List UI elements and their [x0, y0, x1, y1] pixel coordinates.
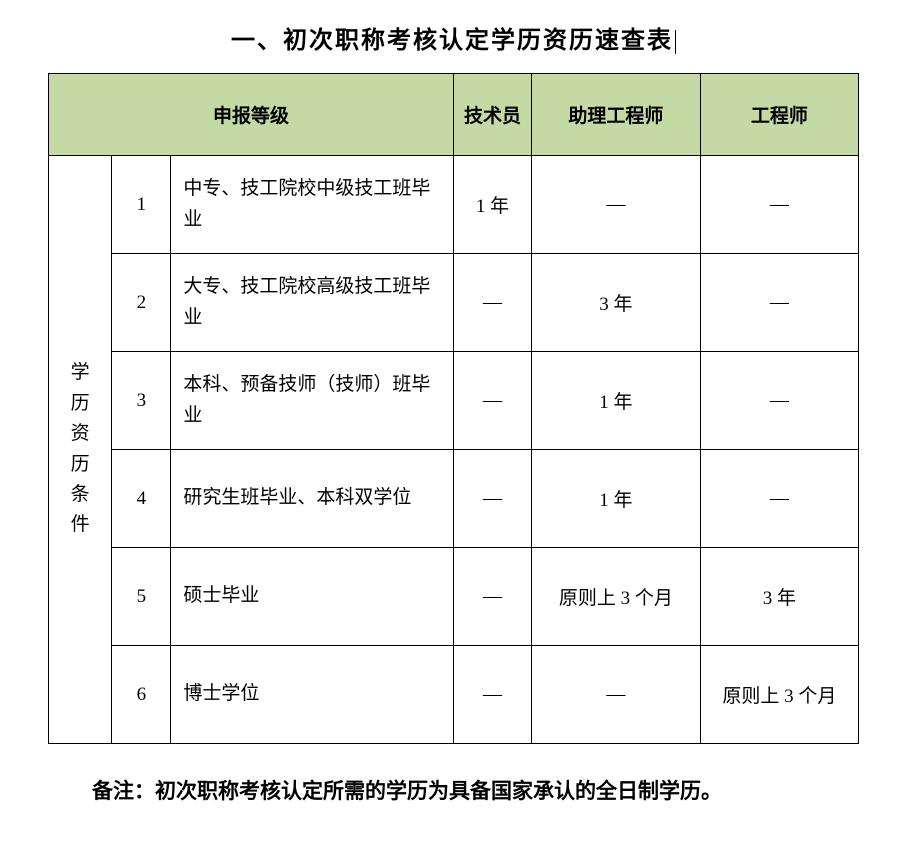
row-desc: 研究生班毕业、本科双学位: [171, 450, 454, 548]
row-eng: 原则上 3 个月: [700, 646, 858, 744]
row-tech: 1 年: [454, 156, 532, 254]
row-tech: —: [454, 646, 532, 744]
table-row: 3 本科、预备技师（技师）班毕业 — 1 年 —: [49, 352, 859, 450]
row-assist: —: [532, 156, 701, 254]
row-desc: 硕士毕业: [171, 548, 454, 646]
row-tech: —: [454, 450, 532, 548]
table-row: 6 博士学位 — — 原则上 3 个月: [49, 646, 859, 744]
footnote: 备注：初次职称考核认定所需的学历为具备国家承认的全日制学历。: [48, 772, 859, 812]
row-eng: —: [700, 352, 858, 450]
row-eng: —: [700, 156, 858, 254]
lookup-table: 申报等级 技术员 助理工程师 工程师 学历资历条件 1 中专、技工院校中级技工班…: [48, 73, 859, 744]
row-desc: 中专、技工院校中级技工班毕业: [171, 156, 454, 254]
table-row: 4 研究生班毕业、本科双学位 — 1 年 —: [49, 450, 859, 548]
row-tech: —: [454, 254, 532, 352]
row-desc: 博士学位: [171, 646, 454, 744]
table-row: 2 大专、技工院校高级技工班毕业 — 3 年 —: [49, 254, 859, 352]
header-engineer: 工程师: [700, 74, 858, 156]
rowgroup-label-text: 学历资历条件: [71, 358, 90, 540]
row-desc: 大专、技工院校高级技工班毕业: [171, 254, 454, 352]
header-assistant-engineer: 助理工程师: [532, 74, 701, 156]
row-assist: —: [532, 646, 701, 744]
row-index: 4: [112, 450, 171, 548]
text-cursor: [675, 30, 676, 54]
row-desc: 本科、预备技师（技师）班毕业: [171, 352, 454, 450]
table-row: 5 硕士毕业 — 原则上 3 个月 3 年: [49, 548, 859, 646]
row-index: 6: [112, 646, 171, 744]
row-assist: 1 年: [532, 450, 701, 548]
page-title: 一、初次职称考核认定学历资历速查表: [48, 20, 859, 55]
table-row: 学历资历条件 1 中专、技工院校中级技工班毕业 1 年 — —: [49, 156, 859, 254]
title-text: 一、初次职称考核认定学历资历速查表: [231, 28, 673, 54]
row-tech: —: [454, 352, 532, 450]
row-index: 1: [112, 156, 171, 254]
rowgroup-label: 学历资历条件: [49, 156, 112, 744]
row-index: 5: [112, 548, 171, 646]
row-eng: 3 年: [700, 548, 858, 646]
row-tech: —: [454, 548, 532, 646]
row-index: 2: [112, 254, 171, 352]
table-header-row: 申报等级 技术员 助理工程师 工程师: [49, 74, 859, 156]
row-assist: 原则上 3 个月: [532, 548, 701, 646]
header-application-level: 申报等级: [49, 74, 454, 156]
row-assist: 1 年: [532, 352, 701, 450]
row-assist: 3 年: [532, 254, 701, 352]
row-eng: —: [700, 450, 858, 548]
header-technician: 技术员: [454, 74, 532, 156]
row-eng: —: [700, 254, 858, 352]
row-index: 3: [112, 352, 171, 450]
